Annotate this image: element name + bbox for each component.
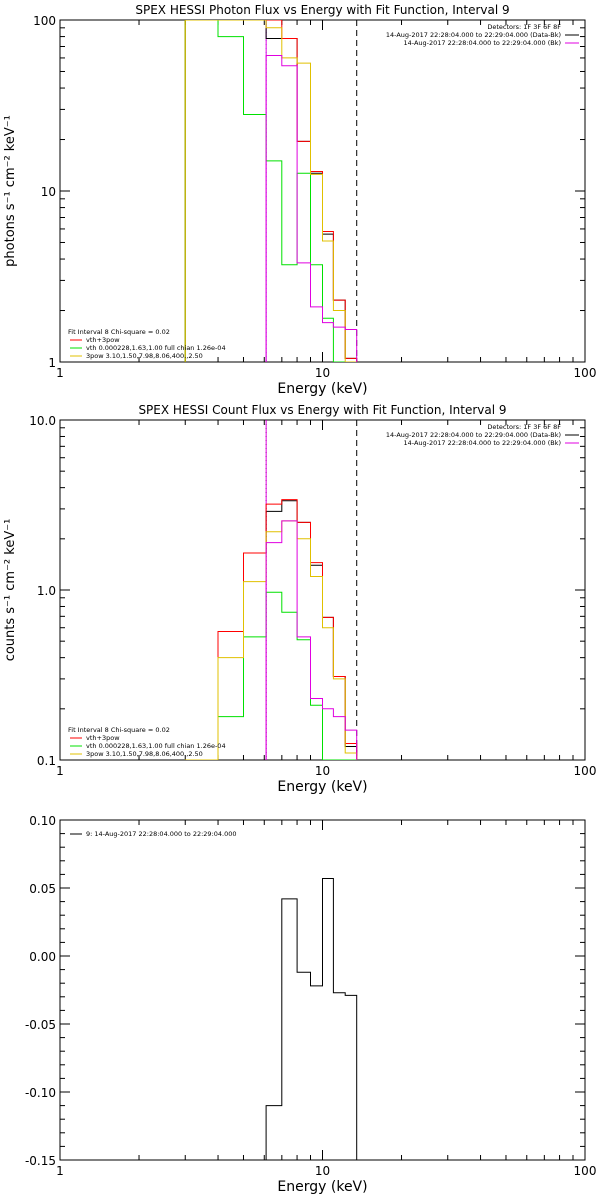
y-tick-label: 0.1: [37, 754, 56, 768]
legend-bottom-title: Fit Interval 8 Chi-square = 0.02: [68, 726, 170, 734]
plot-frame: [59, 819, 586, 1161]
x-axis-label: Energy (keV): [277, 381, 367, 397]
chart-title: SPEX HESSI Photon Flux vs Energy with Fi…: [135, 3, 509, 17]
plot-area: [265, 878, 358, 1160]
y-tick-label: 1: [48, 356, 56, 370]
x-tick-label: 100: [574, 1164, 597, 1178]
x-tick-label: 100: [574, 764, 597, 778]
legend-bottom-entry: vth+3pow: [86, 336, 120, 344]
y-tick-label: 0.10: [29, 814, 56, 828]
legend-top-entry: 14-Aug-2017 22:28:04.000 to 22:29:04.000…: [404, 439, 561, 447]
y-tick-label: 1.0: [37, 584, 56, 598]
plot-area: [184, 20, 358, 362]
plot-area: [184, 420, 358, 760]
legend-bottom-entry: 3pow 3.10,1.50,7.98,8.06,400.,2.50: [86, 352, 203, 360]
y-axis-label: counts s⁻¹ cm⁻² keV⁻¹: [3, 519, 18, 662]
y-tick-label: 0.00: [29, 950, 56, 964]
series-9-14-aug-2017-22-28-04-000-to-22-29-04-000-step: [265, 878, 358, 1160]
chart-title: SPEX HESSI Count Flux vs Energy with Fit…: [138, 403, 506, 417]
y-tick-label: 10: [41, 185, 56, 199]
y-axis-label: photons s⁻¹ cm⁻² keV⁻¹: [3, 115, 18, 267]
series-vth-step: [184, 20, 358, 362]
series-3pow-step: [184, 20, 358, 362]
y-tick-label: -0.15: [25, 1154, 56, 1168]
series-3pow-step: [184, 520, 358, 760]
x-tick-label: 1: [56, 1164, 64, 1178]
legend-bottom-entry: 3pow 3.10,1.50,7.98,8.06,400.,2.50: [86, 750, 203, 758]
photon-flux-panel: SPEX HESSI Photon Flux vs Energy with Fi…: [3, 3, 596, 397]
series-data-bk-step: [184, 500, 358, 760]
series-data-bk-step: [184, 20, 358, 362]
residuals-panel: 1 10 100 Energy (keV) -0.15 -0.10 -0.05 0.00 0.0…: [25, 814, 597, 1195]
x-tick-label: 10: [315, 366, 330, 380]
x-tick-label: 1: [56, 764, 64, 778]
y-tick-label: 10.0: [29, 414, 56, 428]
legend-bottom-entry: vth+3pow: [86, 734, 120, 742]
series-bk-step: [265, 55, 358, 362]
legend-series-label: 9: 14-Aug-2017 22:28:04.000 to 22:29:04.…: [86, 830, 237, 838]
x-tick-label: 10: [315, 764, 330, 778]
count-flux-panel: SPEX HESSI Count Flux vs Energy with Fit…: [3, 403, 596, 795]
y-tick-label: 0.05: [29, 882, 56, 896]
legend-top-entry: 14-Aug-2017 22:28:04.000 to 22:29:04.000…: [404, 39, 561, 47]
legend-bottom-entry: vth 0.000228,1.63,1.00 full chian 1.26e-…: [86, 344, 226, 352]
x-tick-label: 1: [56, 366, 64, 380]
y-tick-label: -0.05: [25, 1018, 56, 1032]
legend-top-entry: Detectors: 1F 3F 6F 8F: [487, 23, 561, 31]
legend-top-entry: 14-Aug-2017 22:28:04.000 to 22:29:04.000…: [386, 431, 561, 439]
series-vth-step: [184, 591, 358, 760]
x-axis-label: Energy (keV): [277, 1179, 367, 1195]
series-vth-3pow-step: [184, 20, 358, 362]
legend-top-entry: 14-Aug-2017 22:28:04.000 to 22:29:04.000…: [386, 31, 561, 39]
x-tick-label: 100: [574, 366, 597, 380]
x-axis-label: Energy (keV): [277, 779, 367, 795]
legend-top-entry: Detectors: 1F 3F 6F 8F: [487, 423, 561, 431]
series-bk-step: [265, 520, 358, 760]
y-tick-label: -0.10: [25, 1086, 56, 1100]
legend-bottom-entry: vth 0.000228,1.63,1.00 full chian 1.26e-…: [86, 742, 226, 750]
legend-bottom-title: Fit Interval 8 Chi-square = 0.02: [68, 328, 170, 336]
y-tick-label: 100: [33, 14, 56, 28]
series-vth-3pow-step: [184, 499, 358, 760]
x-tick-label: 10: [315, 1164, 330, 1178]
